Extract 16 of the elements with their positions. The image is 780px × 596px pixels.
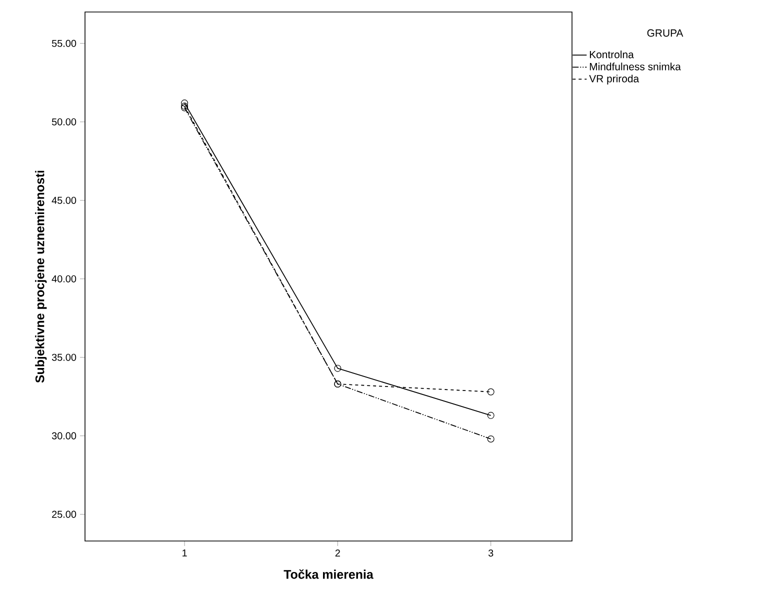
x-axis-title: Točka mierenia [284,569,374,579]
y-tick-label: 35.00 [52,354,76,361]
y-tick-label: 55.00 [52,40,76,47]
legend-label: Kontrolna [590,50,634,58]
y-axis-title: Subjektivne procjene uznemirenosti [35,170,47,383]
y-tick-label: 25.00 [52,510,76,518]
legend-label: VR priroda [589,74,640,84]
legend-title: GRUPA [647,29,684,37]
y-tick-label: 50.00 [52,118,76,126]
legend-label: Mindfulness snimka [590,62,681,70]
x-tick-label: 1 [182,550,187,556]
y-tick-label: 30.00 [52,432,76,440]
x-tick-label: 3 [488,550,494,557]
x-tick-label: 2 [335,550,340,556]
y-tick-label: 40.00 [52,275,76,282]
y-tick-label: 45.00 [52,196,76,204]
